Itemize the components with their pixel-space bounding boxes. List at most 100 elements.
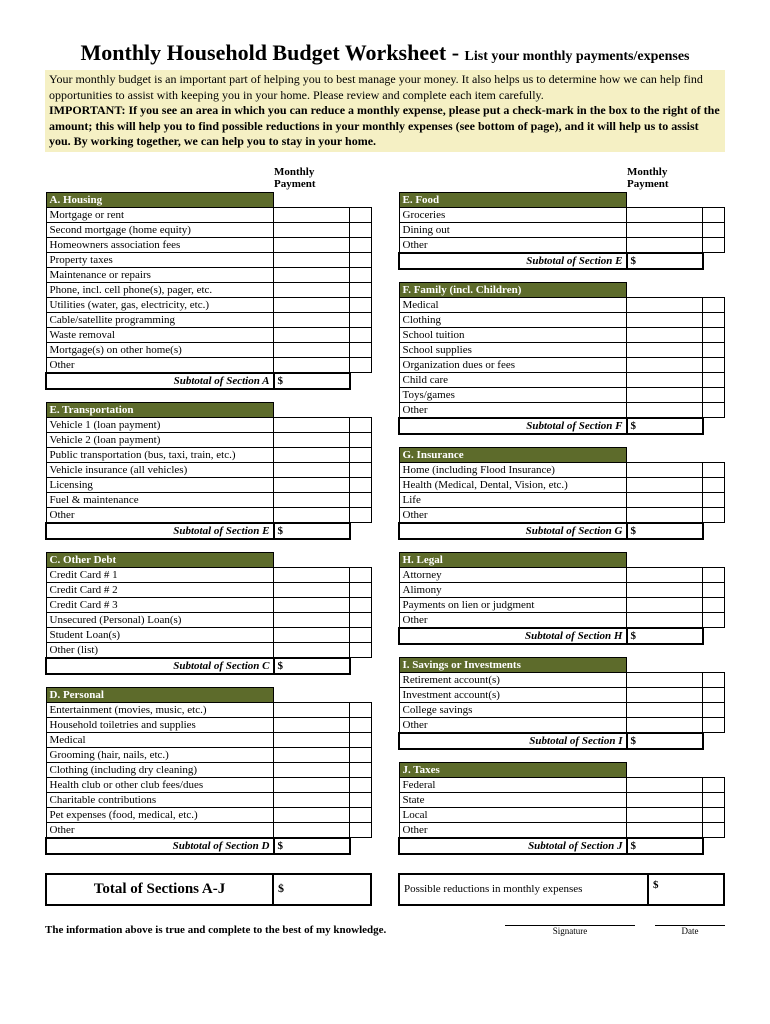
check-cell[interactable] — [350, 597, 372, 612]
amount-cell[interactable] — [627, 372, 703, 387]
check-cell[interactable] — [350, 447, 372, 462]
check-cell[interactable] — [703, 237, 725, 253]
subtotal-amount[interactable]: $ — [627, 628, 703, 644]
amount-cell[interactable] — [274, 357, 350, 373]
check-cell[interactable] — [350, 297, 372, 312]
subtotal-amount[interactable]: $ — [627, 418, 703, 434]
check-cell[interactable] — [703, 822, 725, 838]
check-cell[interactable] — [703, 327, 725, 342]
subtotal-amount[interactable]: $ — [627, 253, 703, 269]
check-cell[interactable] — [703, 792, 725, 807]
amount-cell[interactable] — [627, 462, 703, 477]
amount-cell[interactable] — [627, 312, 703, 327]
check-cell[interactable] — [350, 807, 372, 822]
amount-cell[interactable] — [274, 207, 350, 222]
amount-cell[interactable] — [274, 627, 350, 642]
amount-cell[interactable] — [274, 252, 350, 267]
amount-cell[interactable] — [627, 402, 703, 418]
amount-cell[interactable] — [274, 477, 350, 492]
check-cell[interactable] — [703, 567, 725, 582]
check-cell[interactable] — [350, 792, 372, 807]
amount-cell[interactable] — [274, 342, 350, 357]
check-cell[interactable] — [703, 777, 725, 792]
check-cell[interactable] — [703, 492, 725, 507]
check-cell[interactable] — [703, 597, 725, 612]
amount-cell[interactable] — [274, 312, 350, 327]
amount-cell[interactable] — [627, 792, 703, 807]
amount-cell[interactable] — [627, 492, 703, 507]
amount-cell[interactable] — [274, 582, 350, 597]
check-cell[interactable] — [350, 462, 372, 477]
check-cell[interactable] — [350, 312, 372, 327]
amount-cell[interactable] — [627, 297, 703, 312]
check-cell[interactable] — [350, 342, 372, 357]
amount-cell[interactable] — [274, 807, 350, 822]
amount-cell[interactable] — [274, 792, 350, 807]
check-cell[interactable] — [350, 762, 372, 777]
amount-cell[interactable] — [627, 672, 703, 687]
amount-cell[interactable] — [627, 222, 703, 237]
check-cell[interactable] — [350, 207, 372, 222]
check-cell[interactable] — [703, 372, 725, 387]
amount-cell[interactable] — [627, 687, 703, 702]
amount-cell[interactable] — [627, 612, 703, 628]
subtotal-amount[interactable]: $ — [627, 733, 703, 749]
amount-cell[interactable] — [274, 432, 350, 447]
amount-cell[interactable] — [274, 717, 350, 732]
check-cell[interactable] — [350, 282, 372, 297]
amount-cell[interactable] — [274, 777, 350, 792]
amount-cell[interactable] — [627, 702, 703, 717]
amount-cell[interactable] — [274, 282, 350, 297]
subtotal-amount[interactable]: $ — [274, 838, 350, 854]
amount-cell[interactable] — [627, 567, 703, 582]
check-cell[interactable] — [350, 777, 372, 792]
amount-cell[interactable] — [274, 222, 350, 237]
amount-cell[interactable] — [627, 237, 703, 253]
amount-cell[interactable] — [627, 822, 703, 838]
check-cell[interactable] — [703, 462, 725, 477]
check-cell[interactable] — [703, 687, 725, 702]
amount-cell[interactable] — [274, 417, 350, 432]
amount-cell[interactable] — [627, 207, 703, 222]
check-cell[interactable] — [703, 807, 725, 822]
check-cell[interactable] — [350, 222, 372, 237]
amount-cell[interactable] — [627, 477, 703, 492]
check-cell[interactable] — [350, 357, 372, 373]
amount-cell[interactable] — [274, 447, 350, 462]
amount-cell[interactable] — [274, 297, 350, 312]
check-cell[interactable] — [703, 582, 725, 597]
check-cell[interactable] — [703, 222, 725, 237]
amount-cell[interactable] — [627, 387, 703, 402]
signature-line[interactable]: Signature — [505, 925, 635, 936]
amount-cell[interactable] — [274, 462, 350, 477]
amount-cell[interactable] — [627, 717, 703, 733]
check-cell[interactable] — [350, 417, 372, 432]
check-cell[interactable] — [703, 612, 725, 628]
check-cell[interactable] — [350, 492, 372, 507]
amount-cell[interactable] — [274, 237, 350, 252]
amount-cell[interactable] — [274, 702, 350, 717]
check-cell[interactable] — [703, 357, 725, 372]
amount-cell[interactable] — [627, 582, 703, 597]
check-cell[interactable] — [350, 732, 372, 747]
check-cell[interactable] — [703, 477, 725, 492]
check-cell[interactable] — [703, 207, 725, 222]
amount-cell[interactable] — [274, 642, 350, 658]
check-cell[interactable] — [350, 327, 372, 342]
amount-cell[interactable] — [627, 507, 703, 523]
check-cell[interactable] — [350, 627, 372, 642]
check-cell[interactable] — [350, 612, 372, 627]
amount-cell[interactable] — [274, 732, 350, 747]
check-cell[interactable] — [350, 642, 372, 658]
check-cell[interactable] — [350, 702, 372, 717]
check-cell[interactable] — [350, 477, 372, 492]
amount-cell[interactable] — [627, 342, 703, 357]
amount-cell[interactable] — [274, 762, 350, 777]
amount-cell[interactable] — [627, 327, 703, 342]
subtotal-amount[interactable]: $ — [627, 523, 703, 539]
check-cell[interactable] — [350, 267, 372, 282]
total-amount[interactable]: $ — [274, 873, 372, 906]
amount-cell[interactable] — [274, 747, 350, 762]
amount-cell[interactable] — [627, 357, 703, 372]
check-cell[interactable] — [703, 387, 725, 402]
